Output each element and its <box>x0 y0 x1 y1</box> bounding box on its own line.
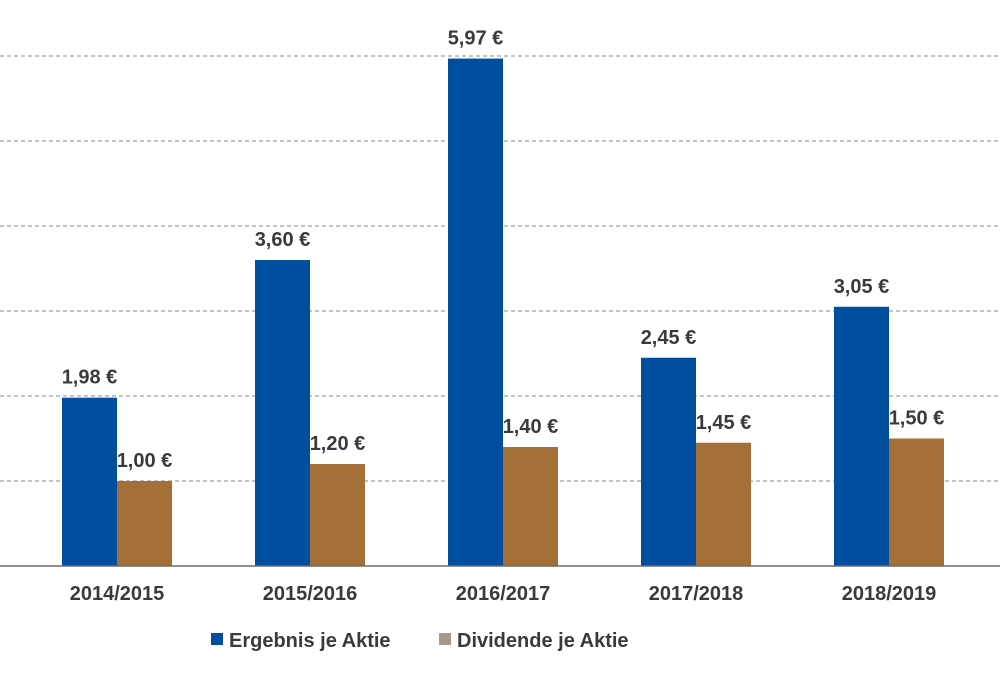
legend: Ergebnis je Aktie Dividende je Aktie <box>211 630 629 652</box>
x-tick-label-2017-2018: 2017/2018 <box>649 583 744 605</box>
bar-ergebnis-je-aktie-2018-2019 <box>834 306 889 566</box>
bar-dividende-je-aktie-2014-2015 <box>117 481 172 566</box>
legend-swatch-dividende-je-aktie <box>439 633 451 645</box>
value-labels: 1,98 € 1,00 € 3,60 € 1,20 € 5,97 € 1,40 € 2,45… <box>62 28 945 472</box>
bar-dividende-je-aktie-2015-2016 <box>310 464 365 566</box>
value-label-dividende-je-aktie-2017-2018: 1,45 € <box>696 412 752 434</box>
value-label-dividende-je-aktie-2014-2015: 1,00 € <box>117 450 173 472</box>
value-label-ergebnis-je-aktie-2017-2018: 2,45 € <box>641 327 697 349</box>
value-label-dividende-je-aktie-2018-2019: 1,50 € <box>889 408 945 430</box>
legend-label-dividende-je-aktie: Dividende je Aktie <box>457 630 629 652</box>
bar-ergebnis-je-aktie-2014-2015 <box>62 397 117 566</box>
x-tick-label-2015-2016: 2015/2016 <box>263 583 358 605</box>
bars <box>62 58 944 567</box>
x-tick-labels: 2014/2015 2015/2016 2016/2017 2017/2018 2018… <box>70 583 937 605</box>
x-tick-label-2018-2019: 2018/2019 <box>842 583 937 605</box>
bar-ergebnis-je-aktie-2017-2018 <box>641 357 696 566</box>
bar-dividende-je-aktie-2018-2019 <box>889 438 944 566</box>
value-label-ergebnis-je-aktie-2016-2017: 5,97 € <box>448 28 504 50</box>
legend-swatch-ergebnis-je-aktie <box>211 633 223 645</box>
value-label-ergebnis-je-aktie-2015-2016: 3,60 € <box>255 229 311 251</box>
x-tick-label-2016-2017: 2016/2017 <box>456 583 551 605</box>
bar-dividende-je-aktie-2017-2018 <box>696 442 751 566</box>
bar-ergebnis-je-aktie-2015-2016 <box>255 260 310 566</box>
value-label-ergebnis-je-aktie-2014-2015: 1,98 € <box>62 367 118 389</box>
legend-label-ergebnis-je-aktie: Ergebnis je Aktie <box>229 630 391 652</box>
bar-ergebnis-je-aktie-2016-2017 <box>448 58 503 567</box>
value-label-dividende-je-aktie-2016-2017: 1,40 € <box>503 416 559 438</box>
bar-dividende-je-aktie-2016-2017 <box>503 447 558 566</box>
x-tick-label-2014-2015: 2014/2015 <box>70 583 165 605</box>
value-label-ergebnis-je-aktie-2018-2019: 3,05 € <box>834 276 890 298</box>
value-label-dividende-je-aktie-2015-2016: 1,20 € <box>310 433 366 455</box>
